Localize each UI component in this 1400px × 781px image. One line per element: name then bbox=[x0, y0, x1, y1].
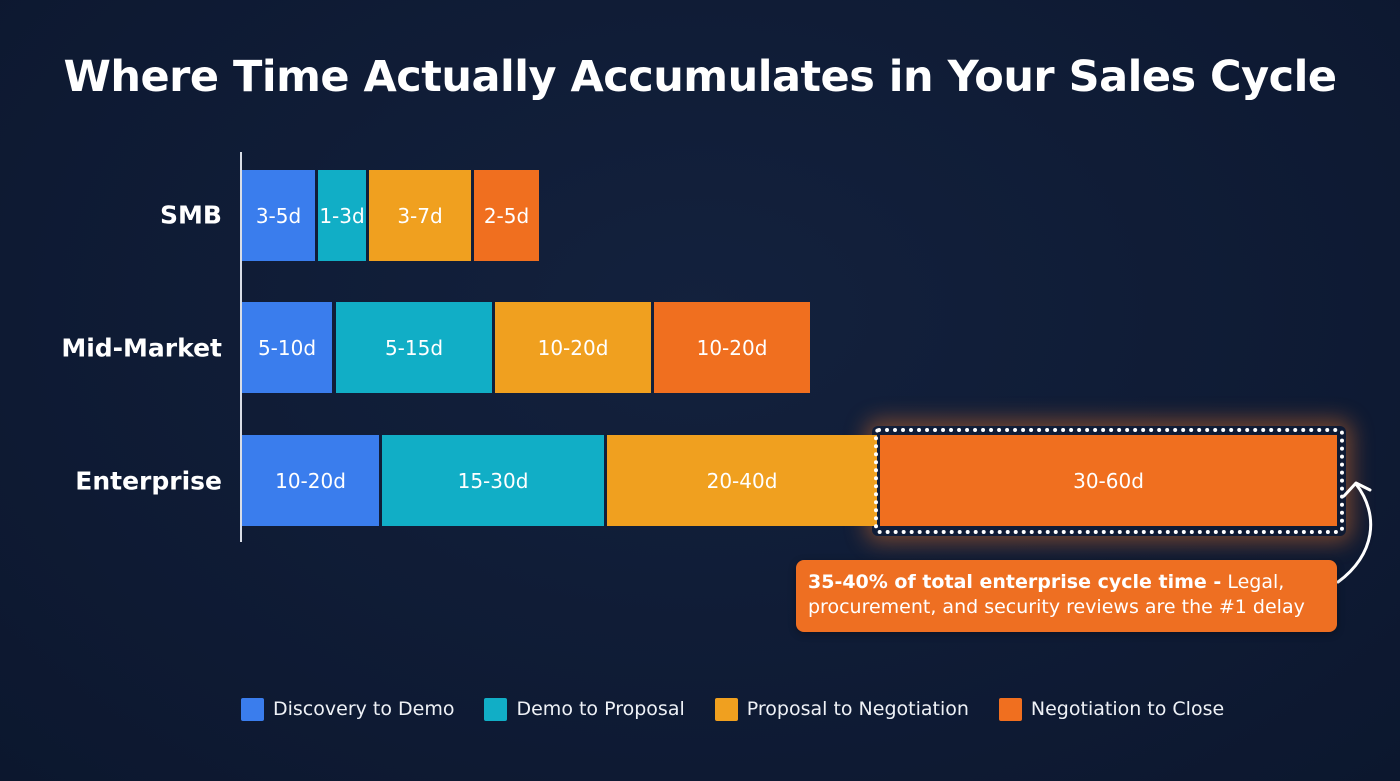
legend-item-negotiation-to-close[interactable]: Negotiation to Close bbox=[998, 697, 1225, 721]
highlight-dotted-box bbox=[874, 428, 1344, 534]
bar-segment-smb-negotiation[interactable]: 2-5d bbox=[474, 170, 539, 261]
legend-label: Negotiation to Close bbox=[1030, 698, 1225, 720]
y-axis-line bbox=[240, 152, 242, 542]
bar-segment-mid-market-negotiation[interactable]: 10-20d bbox=[654, 302, 810, 393]
bar-segment-enterprise-demo[interactable]: 15-30d bbox=[382, 435, 604, 526]
callout-line-2: procurement, and security reviews are th… bbox=[808, 596, 1305, 618]
curved-arrow-icon bbox=[1336, 481, 1373, 584]
bar-segment-mid-market-proposal[interactable]: 10-20d bbox=[495, 302, 651, 393]
callout-bold-text: 35-40% of total enterprise cycle time - bbox=[808, 571, 1222, 593]
legend-item-demo-to-proposal[interactable]: Demo to Proposal bbox=[484, 697, 685, 721]
row-label-smb: SMB bbox=[160, 200, 222, 230]
legend-swatch-blue bbox=[241, 697, 264, 721]
legend-item-discovery-to-demo[interactable]: Discovery to Demo bbox=[241, 697, 455, 721]
bar-segment-mid-market-demo[interactable]: 5-15d bbox=[336, 302, 492, 393]
callout-line-1-rest: Legal, bbox=[1221, 571, 1285, 593]
bar-segment-enterprise-negotiation[interactable]: 30-60d bbox=[880, 435, 1337, 526]
chart-title: Where Time Actually Accumulates in Your … bbox=[63, 52, 1337, 102]
legend-swatch-amber bbox=[714, 697, 738, 721]
bar-segment-smb-demo[interactable]: 1-3d bbox=[318, 170, 366, 261]
bar-segment-smb-proposal[interactable]: 3-7d bbox=[369, 170, 471, 261]
bar-segment-smb-discovery[interactable]: 3-5d bbox=[242, 170, 315, 261]
bar-segment-mid-market-discovery[interactable]: 5-10d bbox=[242, 302, 332, 393]
legend-item-proposal-to-negotiation[interactable]: Proposal to Negotiation bbox=[714, 697, 969, 721]
bar-segment-enterprise-discovery[interactable]: 10-20d bbox=[242, 435, 379, 526]
annotation-callout: 35-40% of total enterprise cycle time - … bbox=[796, 560, 1337, 632]
row-label-mid-market: Mid-Market bbox=[61, 333, 222, 363]
legend-label: Proposal to Negotiation bbox=[746, 698, 969, 720]
legend: Discovery to Demo Demo to Proposal Propo… bbox=[241, 696, 1254, 722]
legend-label: Demo to Proposal bbox=[516, 698, 685, 720]
legend-label: Discovery to Demo bbox=[273, 698, 455, 720]
legend-swatch-teal bbox=[484, 697, 508, 721]
bar-segment-enterprise-proposal[interactable]: 20-40d bbox=[607, 435, 877, 526]
row-label-enterprise: Enterprise bbox=[75, 466, 222, 496]
legend-swatch-orange bbox=[998, 697, 1022, 721]
callout-line-1: 35-40% of total enterprise cycle time - … bbox=[808, 570, 1325, 595]
